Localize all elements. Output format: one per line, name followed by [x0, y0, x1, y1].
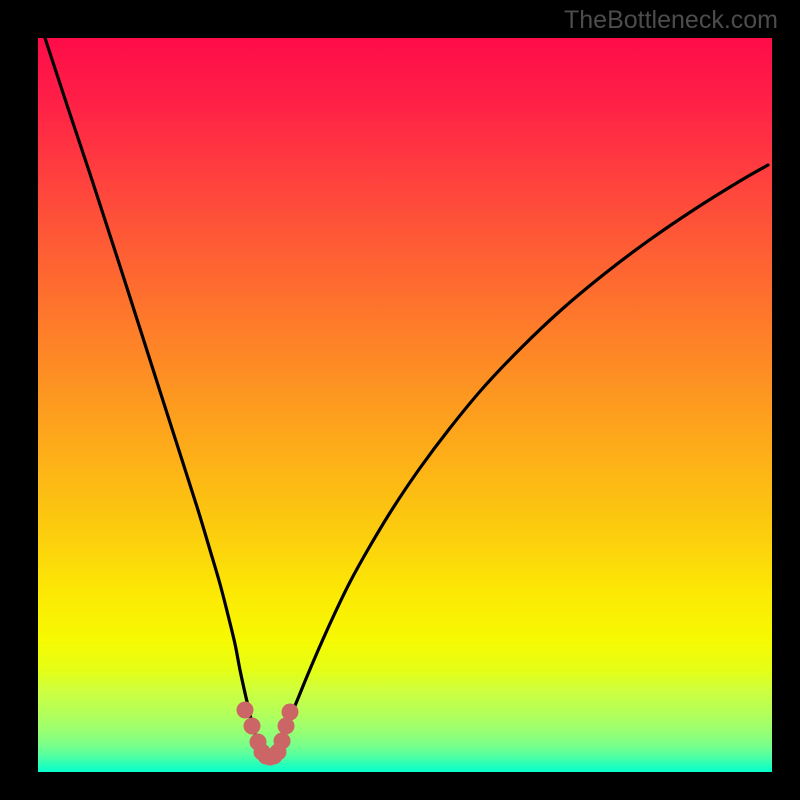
- marker-dot: [282, 704, 299, 721]
- marker-dot: [244, 718, 261, 735]
- watermark-text: TheBottleneck.com: [564, 6, 778, 35]
- marker-dot: [274, 733, 291, 750]
- bottleneck-curve-chart: [38, 38, 772, 772]
- gradient-background: [38, 38, 772, 772]
- chart-frame: TheBottleneck.com: [0, 0, 800, 800]
- marker-dot: [237, 702, 254, 719]
